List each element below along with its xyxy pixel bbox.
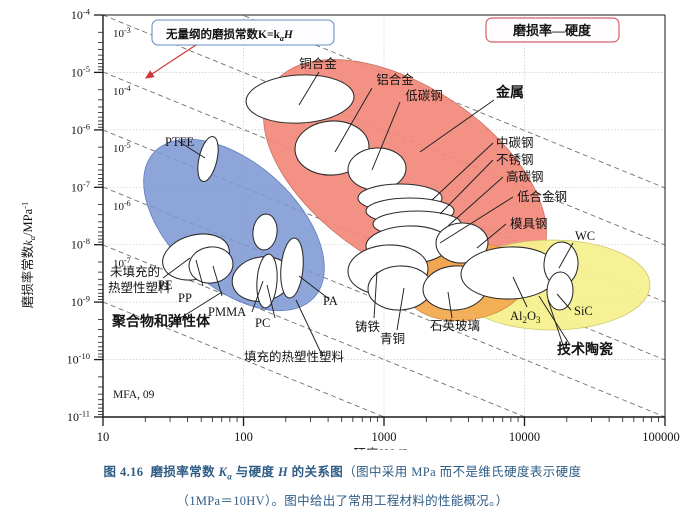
k-label-1e-6: 10-6 [113, 199, 131, 213]
y-tick-1e-11: 10-11 [67, 409, 90, 425]
title-box [485, 17, 620, 43]
y-tick-1e-8: 10-8 [71, 236, 90, 252]
label-family-polymers: 聚合物和弹性体 [111, 313, 211, 330]
y-axis-major-ticks [94, 14, 103, 418]
callout-box [151, 19, 335, 46]
k-label-1e-7: 10-7 [113, 256, 131, 270]
bubble-ptfe [197, 135, 219, 183]
caption-line-1: 图 4.16 磨损率常数 Ka 与硬度 H 的关系图（图中采用 MPa 而不是维… [103, 465, 582, 482]
callout-label: 无量纲的磨损常数K=kaH [165, 27, 294, 43]
label-pc: PC [255, 316, 270, 330]
leader-lines [162, 71, 574, 356]
label-copper-alloy: 铜合金 [299, 56, 337, 71]
material-bubbles [162, 74, 579, 311]
label-wc: WC [575, 229, 595, 243]
chart-title: 磨损率—硬度 [513, 23, 592, 38]
x-tick-100: 100 [234, 430, 253, 444]
label-family-metals: 金属 [495, 84, 524, 101]
label-unfilled-2: 热塑性塑料 [108, 280, 171, 295]
label-family-technical-ceramics: 技术陶瓷 [557, 341, 613, 358]
x-tick-100000: 100000 [642, 430, 680, 444]
label-pmma: PMMA [208, 305, 246, 319]
k-label-1e-5: 10-5 [113, 141, 131, 155]
x-axis-title: 硬度H/MPa [353, 446, 415, 450]
wear-rate-hardness-chart: 无量纲的磨损常数K=kaH 磨损率—硬度 MFA, 09 10-3 10-4 1… [20, 7, 680, 451]
y-axis-minor-ticks [98, 31, 103, 415]
label-mild-steel: 低碳钢 [405, 89, 443, 103]
y-tick-1e-10: 10-10 [67, 351, 90, 367]
label-aluminium-alloy: 铝合金 [376, 72, 414, 87]
material-annotations: 铜合金 铝合金 低碳钢 金属 中碳钢 不锈钢 高碳钢 低合金钢 模具钢 WC S… [108, 56, 613, 364]
k-line-labels: 10-3 10-4 10-5 10-6 10-7 [113, 26, 131, 270]
label-sic: SiC [574, 304, 593, 318]
label-ptfe: PTFE [165, 135, 195, 149]
x-axis-minor-ticks [144, 417, 659, 422]
bubble-pmma-top [252, 213, 278, 251]
x-tick-1000: 1000 [372, 430, 397, 444]
label-bronze: 青铜 [380, 331, 405, 346]
label-low-alloy-steel: 低合金钢 [517, 189, 567, 204]
label-pe: PE [158, 278, 173, 292]
label-cast-iron: 铸铁 [355, 319, 381, 334]
y-axis-title: 磨损率常数ka/MPa-1 [20, 202, 38, 309]
callout-dimensionless-K [144, 19, 335, 79]
k-label-1e-4: 10-4 [113, 84, 131, 98]
label-tool-steel: 模具钢 [510, 217, 548, 231]
k-label-1e-3: 10-3 [113, 26, 131, 40]
x-tick-10000: 10000 [509, 430, 540, 444]
caption-line-2: （1MPa＝10HV）。图中给出了常用工程材料的性能概况。） [176, 493, 509, 508]
x-tick-10: 10 [97, 430, 110, 444]
label-filled-thermoplastics: 填充的热塑性塑料 [244, 349, 345, 364]
label-stainless-steel: 不锈钢 [496, 152, 534, 167]
y-tick-1e-9: 10-9 [71, 294, 90, 310]
y-tick-1e-6: 10-6 [71, 121, 90, 137]
bubble-tool-steel [435, 222, 489, 264]
y-tick-1e-5: 10-5 [71, 64, 90, 80]
x-axis-tick-labels: 10 100 1000 10000 100000 [97, 430, 680, 444]
y-tick-1e-4: 10-4 [71, 7, 91, 23]
source-note: MFA, 09 [113, 389, 155, 401]
callout-arrow [144, 44, 197, 79]
label-alumina: Al2O3 [510, 309, 541, 325]
y-axis-tick-labels: 10-4 10-5 10-6 10-7 10-8 10-9 10-10 10-1… [67, 7, 91, 425]
bubble-copper-alloy [245, 74, 355, 124]
bubble-sic [546, 271, 574, 311]
bubble-pc [256, 253, 278, 309]
figure-caption: 图 4.16 磨损率常数 Ka 与硬度 H 的关系图（图中采用 MPa 而不是维… [0, 460, 685, 513]
x-axis-major-ticks [102, 417, 666, 426]
label-high-carbon-steel: 高碳钢 [506, 169, 544, 184]
y-tick-1e-7: 10-7 [71, 179, 90, 195]
bubble-pa [280, 237, 304, 299]
label-unfilled-1: 未填充的 [110, 264, 160, 279]
label-medium-carbon-steel: 中碳钢 [496, 135, 534, 150]
label-quartz-glass: 石英玻璃 [430, 319, 480, 333]
label-pa: PA [323, 294, 338, 308]
label-pp: PP [178, 291, 192, 305]
